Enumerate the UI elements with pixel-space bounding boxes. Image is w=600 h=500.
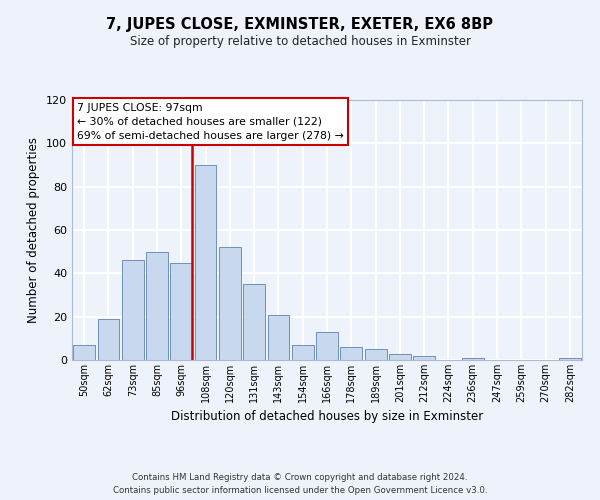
Bar xyxy=(268,314,289,360)
Bar xyxy=(559,358,581,360)
Bar xyxy=(122,260,143,360)
Bar xyxy=(73,345,95,360)
Text: Contains HM Land Registry data © Crown copyright and database right 2024.: Contains HM Land Registry data © Crown c… xyxy=(132,472,468,482)
Bar xyxy=(219,248,241,360)
Bar xyxy=(194,165,217,360)
Bar xyxy=(243,284,265,360)
Bar xyxy=(146,252,168,360)
Text: 7 JUPES CLOSE: 97sqm
← 30% of detached houses are smaller (122)
69% of semi-deta: 7 JUPES CLOSE: 97sqm ← 30% of detached h… xyxy=(77,102,344,141)
Text: Contains public sector information licensed under the Open Government Licence v3: Contains public sector information licen… xyxy=(113,486,487,495)
Bar xyxy=(292,345,314,360)
Bar xyxy=(462,358,484,360)
Bar xyxy=(97,319,119,360)
Bar xyxy=(413,356,435,360)
Bar xyxy=(389,354,411,360)
Bar xyxy=(170,262,192,360)
Text: Size of property relative to detached houses in Exminster: Size of property relative to detached ho… xyxy=(130,35,470,48)
Text: 7, JUPES CLOSE, EXMINSTER, EXETER, EX6 8BP: 7, JUPES CLOSE, EXMINSTER, EXETER, EX6 8… xyxy=(107,18,493,32)
Y-axis label: Number of detached properties: Number of detached properties xyxy=(28,137,40,323)
Bar xyxy=(316,332,338,360)
Bar xyxy=(340,347,362,360)
X-axis label: Distribution of detached houses by size in Exminster: Distribution of detached houses by size … xyxy=(171,410,483,424)
Bar xyxy=(365,349,386,360)
